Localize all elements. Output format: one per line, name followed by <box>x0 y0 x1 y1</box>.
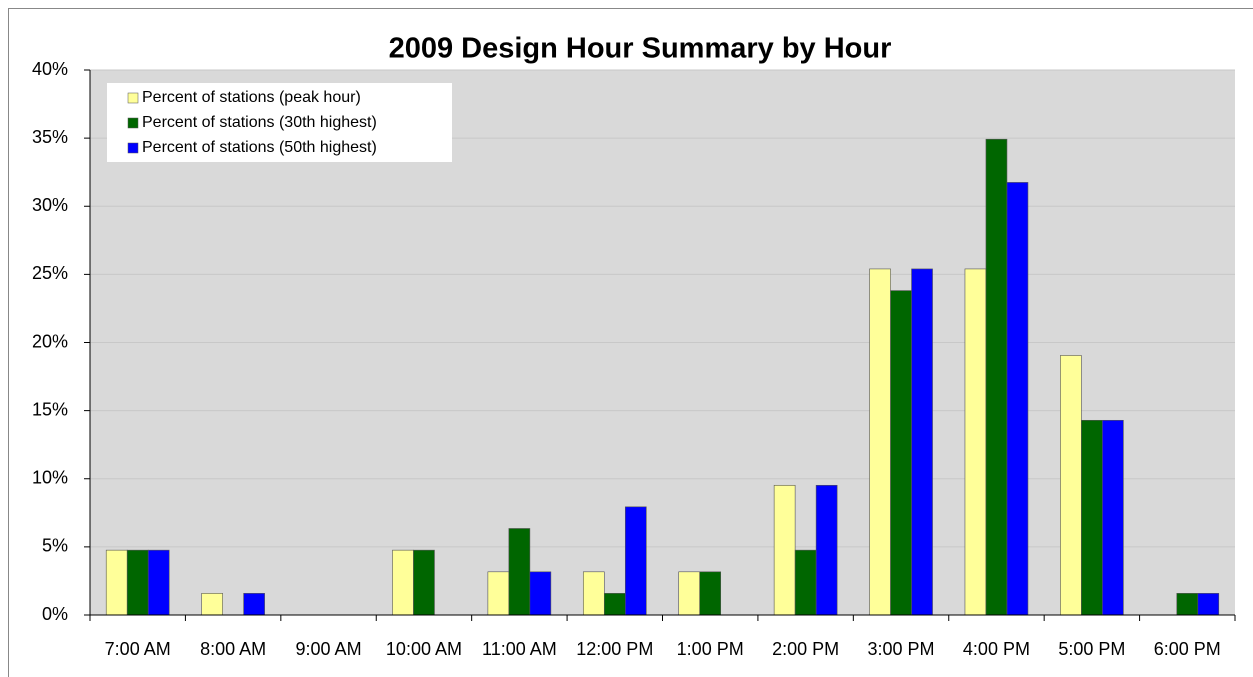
bar <box>815 484 838 616</box>
y-tick-label: 35% <box>32 127 68 147</box>
y-tick-label: 20% <box>32 331 68 351</box>
bar <box>243 593 265 616</box>
bar <box>603 593 626 616</box>
legend-label: Percent of stations (50th highest) <box>142 139 377 156</box>
x-tick-label: 5:00 PM <box>1058 639 1125 659</box>
bar <box>890 290 912 616</box>
y-tick-label: 0% <box>42 604 68 624</box>
legend-label: Percent of stations (30th highest) <box>142 114 377 131</box>
bar <box>1081 419 1103 616</box>
bar <box>126 549 149 616</box>
bar <box>201 593 223 616</box>
bar <box>869 268 891 616</box>
y-tick-label: 25% <box>32 263 68 283</box>
bar <box>147 549 170 616</box>
x-tick-label: 2:00 PM <box>772 639 839 659</box>
legend-swatch <box>127 117 139 129</box>
y-tick-label: 5% <box>42 536 68 556</box>
bar <box>678 571 701 616</box>
y-tick-label: 40% <box>32 59 68 79</box>
bar <box>1197 593 1220 616</box>
x-tick-label: 8:00 AM <box>200 639 266 659</box>
bar <box>1060 355 1082 616</box>
bar <box>699 571 722 616</box>
x-tick-label: 9:00 AM <box>296 639 362 659</box>
bar <box>529 571 552 616</box>
bar <box>911 268 933 616</box>
bar <box>487 571 510 616</box>
bar <box>1176 593 1199 616</box>
bar <box>582 571 605 616</box>
bar <box>794 549 817 616</box>
chart-title: 2009 Design Hour Summary by Hour <box>389 33 892 65</box>
x-tick-label: 1:00 PM <box>677 639 744 659</box>
x-tick-label: 12:00 PM <box>576 639 653 659</box>
bar <box>773 484 796 616</box>
bar <box>508 528 531 616</box>
legend-box <box>107 83 452 162</box>
x-tick-label: 6:00 PM <box>1154 639 1221 659</box>
x-tick-label: 10:00 AM <box>386 639 462 659</box>
bar <box>413 549 435 616</box>
x-tick-label: 4:00 PM <box>963 639 1030 659</box>
bar <box>392 549 414 616</box>
legend-swatch <box>127 142 139 154</box>
legend-swatch <box>127 92 139 104</box>
bar <box>1006 182 1029 616</box>
x-tick-label: 7:00 AM <box>105 639 171 659</box>
y-tick-label: 10% <box>32 468 68 488</box>
bar <box>624 506 647 616</box>
x-tick-label: 3:00 PM <box>868 639 935 659</box>
y-tick-label: 15% <box>32 399 68 419</box>
legend-label: Percent of stations (peak hour) <box>142 89 361 106</box>
y-tick-label: 30% <box>32 195 68 215</box>
bar <box>985 138 1008 616</box>
bar <box>964 268 987 616</box>
bar <box>1102 419 1124 616</box>
x-tick-label: 11:00 AM <box>482 639 557 659</box>
bar <box>105 549 128 616</box>
